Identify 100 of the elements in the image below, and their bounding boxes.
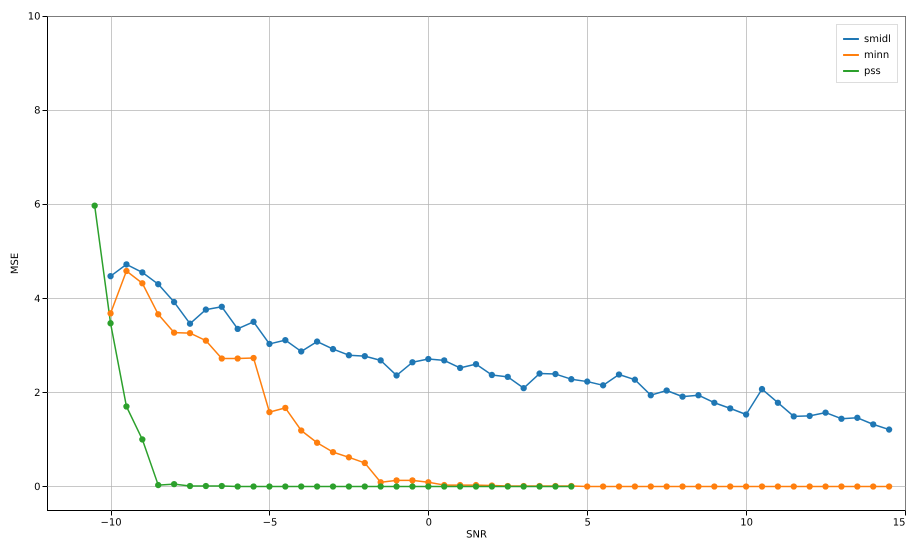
point: [600, 382, 606, 388]
point: [202, 306, 210, 313]
point: [616, 371, 622, 378]
point: [250, 318, 257, 325]
point: [378, 357, 384, 364]
point: [488, 372, 496, 378]
point: [282, 404, 288, 412]
point: [584, 483, 590, 490]
point: [664, 387, 670, 394]
point: [552, 370, 559, 378]
point: [520, 384, 527, 392]
point: [806, 412, 813, 420]
point: [362, 353, 368, 360]
point: [186, 330, 194, 336]
point: [870, 421, 876, 428]
point: [155, 482, 162, 488]
point: [123, 261, 130, 268]
point: [584, 378, 590, 385]
point: [886, 483, 892, 490]
point: [155, 281, 162, 288]
point: [648, 483, 654, 490]
legend-label: pss: [864, 66, 881, 77]
point: [758, 483, 766, 490]
point: [806, 483, 813, 490]
y-tick-label: 10: [28, 12, 40, 22]
point: [648, 392, 654, 398]
point: [170, 329, 178, 336]
point: [664, 483, 670, 490]
point: [107, 310, 114, 316]
point: [218, 482, 225, 490]
point: [250, 483, 257, 490]
point: [330, 483, 336, 490]
point: [314, 440, 320, 446]
point: [742, 411, 750, 418]
point: [346, 454, 352, 460]
x-tick-label: 10: [740, 518, 753, 528]
x-axis-title: SNR: [466, 530, 487, 540]
point: [742, 483, 750, 490]
point: [758, 386, 766, 392]
point: [266, 408, 273, 416]
point: [679, 393, 686, 400]
point: [107, 320, 114, 326]
legend-label: smidl: [864, 34, 891, 45]
point: [822, 483, 829, 490]
point: [266, 340, 273, 348]
point: [695, 392, 702, 398]
point: [822, 409, 829, 416]
point: [616, 483, 622, 490]
point: [409, 359, 416, 366]
point: [266, 483, 273, 490]
point: [790, 483, 797, 490]
point: [202, 337, 210, 344]
point: [870, 483, 876, 490]
x-tick-label: 15: [892, 518, 906, 528]
point: [409, 483, 416, 490]
point: [186, 482, 194, 490]
point: [362, 460, 368, 466]
point: [854, 414, 860, 421]
point: [282, 483, 288, 490]
y-tick-label: 6: [34, 200, 40, 211]
point: [393, 483, 400, 490]
point: [250, 354, 257, 362]
point: [727, 483, 734, 490]
point: [568, 376, 574, 382]
point: [679, 483, 686, 490]
point: [378, 483, 384, 490]
point: [123, 268, 130, 274]
y-tick-label: 4: [34, 294, 40, 305]
point: [393, 372, 400, 379]
point: [472, 360, 480, 368]
point: [314, 483, 320, 490]
point: [409, 477, 416, 484]
point: [346, 483, 352, 490]
point: [330, 346, 336, 352]
point: [107, 273, 114, 280]
point: [838, 483, 845, 490]
point: [346, 352, 352, 358]
point: [393, 477, 400, 484]
point: [632, 483, 638, 490]
point: [139, 269, 146, 276]
point: [234, 355, 241, 362]
point: [600, 483, 606, 490]
point: [456, 364, 464, 372]
point: [314, 338, 320, 345]
point: [425, 356, 432, 362]
point: [727, 405, 734, 412]
point: [504, 374, 511, 380]
point: [202, 482, 210, 490]
point: [441, 357, 448, 364]
point: [234, 483, 241, 490]
point: [886, 426, 892, 433]
point: [218, 355, 225, 362]
point: [298, 348, 304, 355]
x-tick-label: 0: [426, 518, 432, 528]
point: [139, 280, 146, 286]
point: [774, 483, 782, 490]
y-tick-label: 2: [34, 388, 40, 399]
point: [425, 483, 432, 490]
point: [170, 298, 178, 306]
point: [695, 483, 702, 490]
